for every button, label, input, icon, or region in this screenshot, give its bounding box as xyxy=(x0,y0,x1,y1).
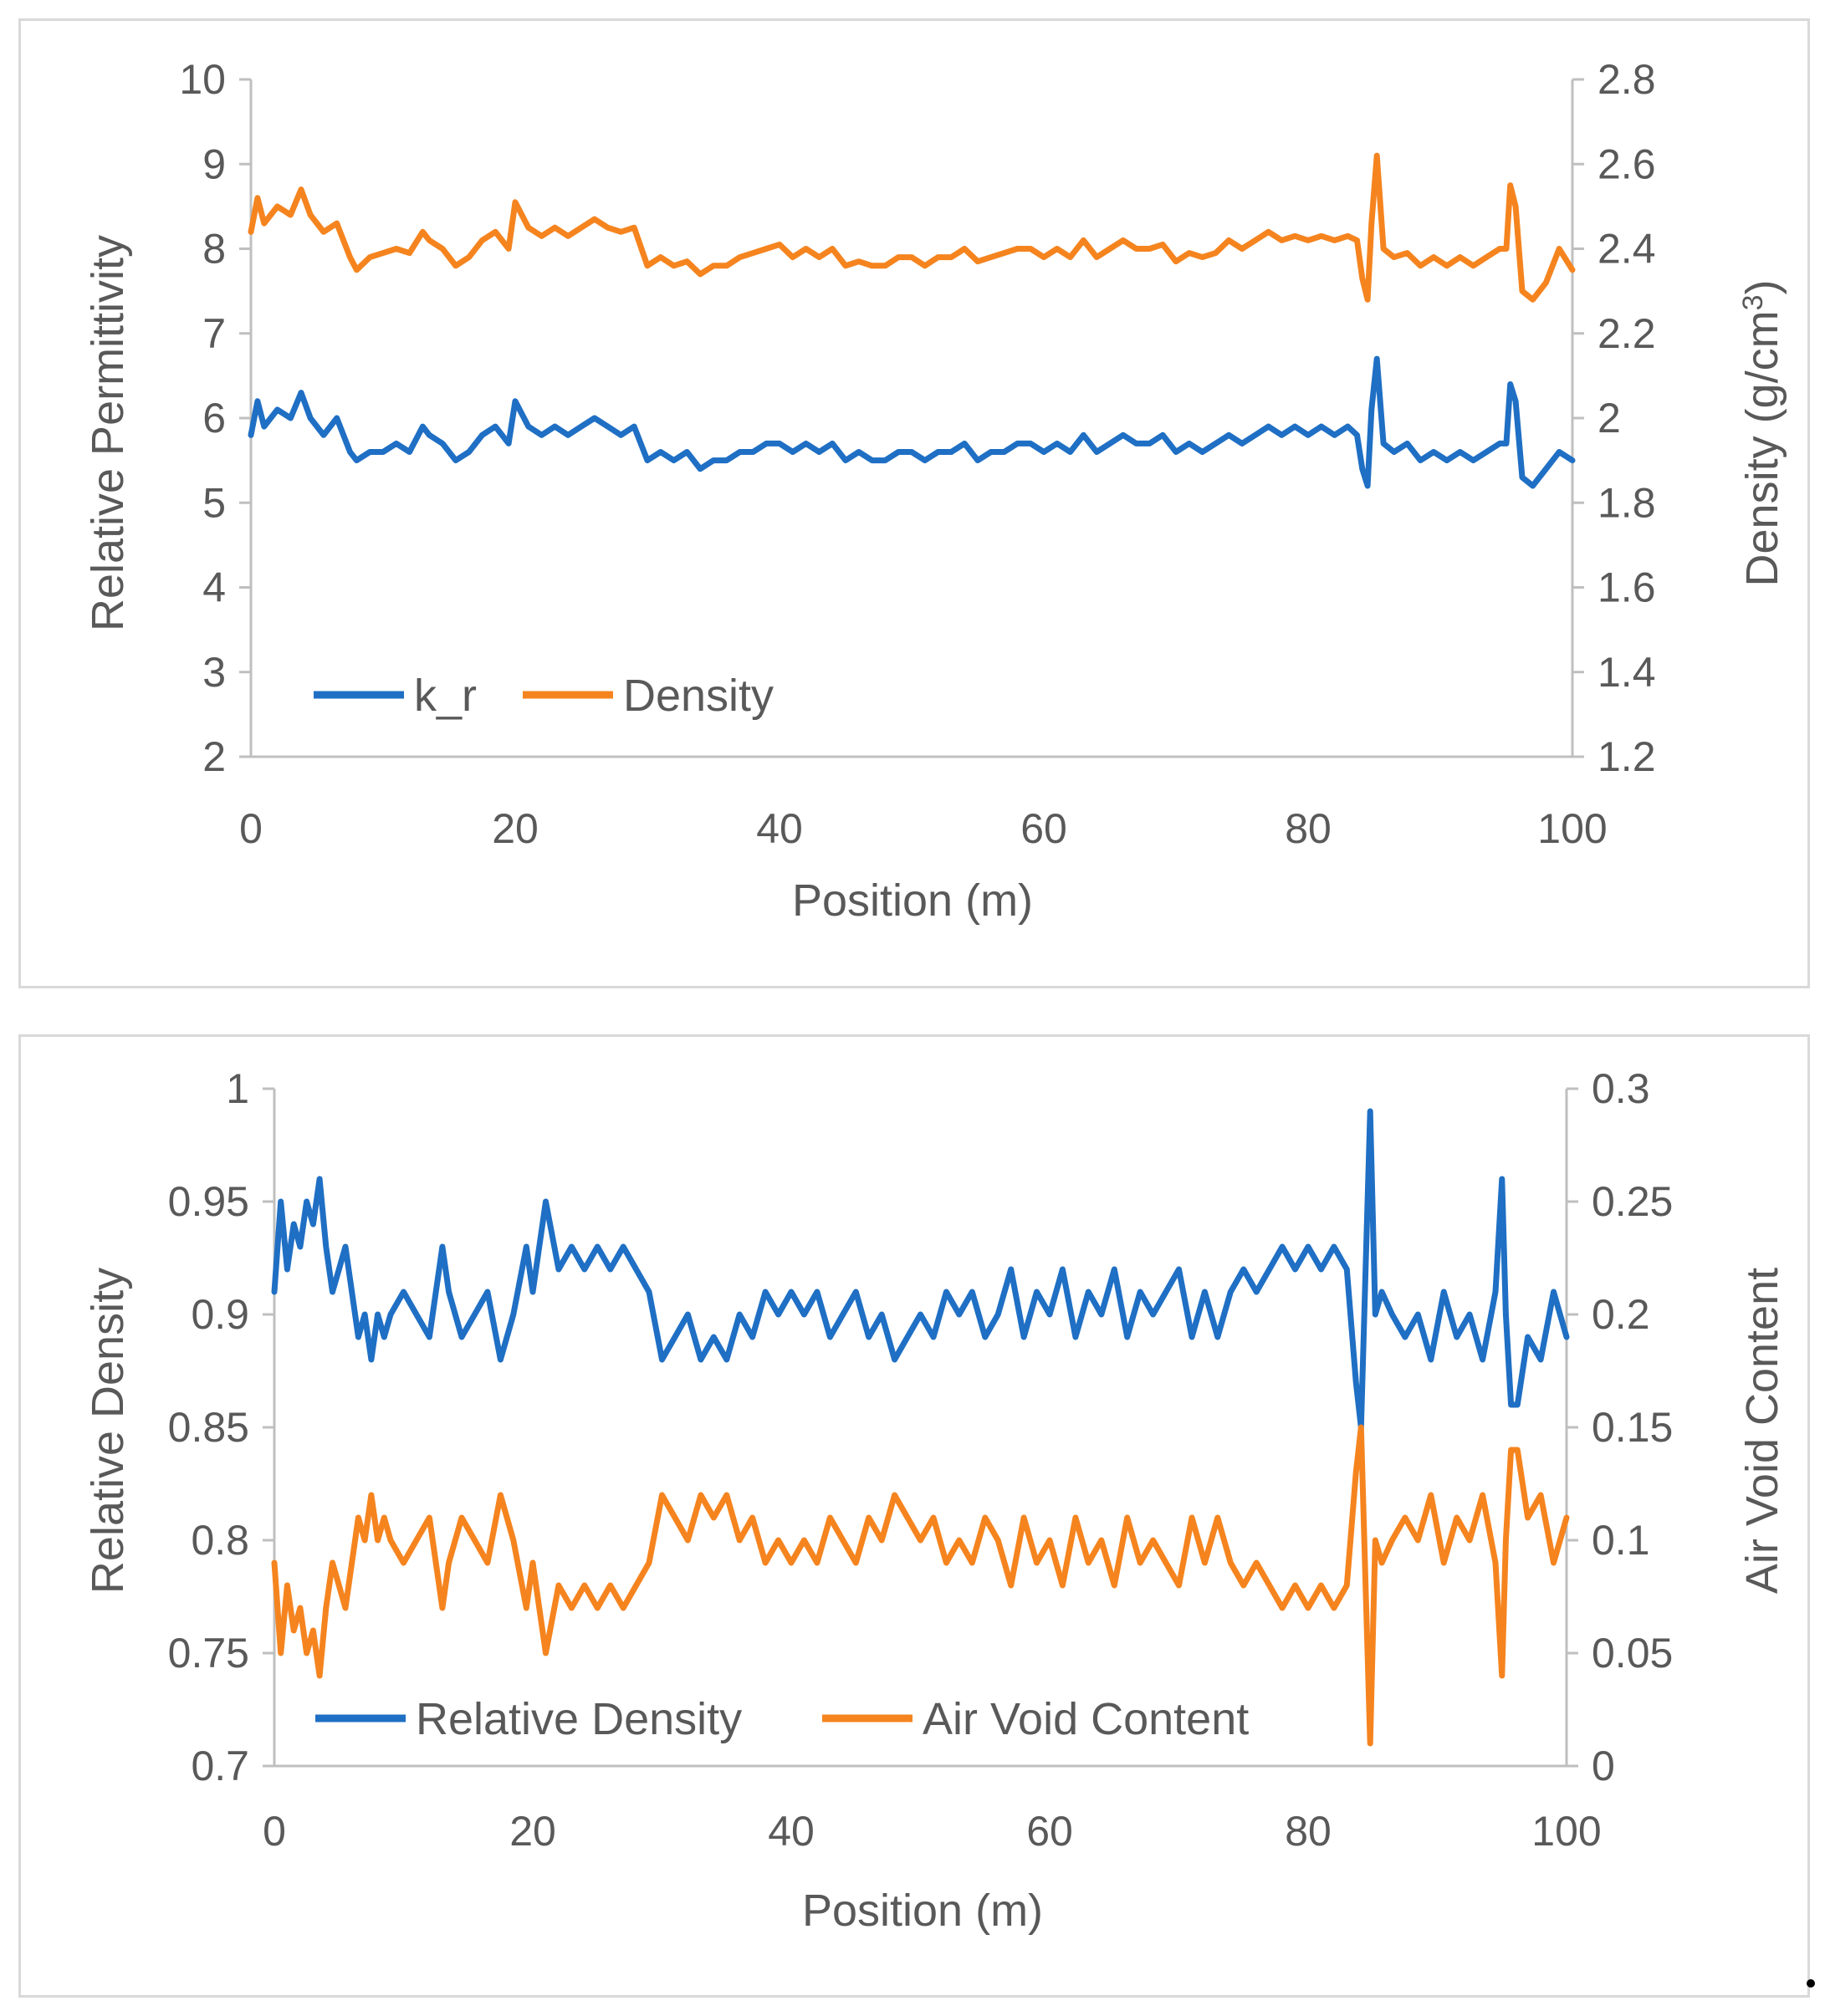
x-tick-label: 20 xyxy=(509,1808,556,1855)
y2-tick-label: 0.05 xyxy=(1592,1630,1673,1677)
x-tick-label: 80 xyxy=(1285,1808,1332,1855)
y-tick-label: 0.75 xyxy=(168,1630,249,1677)
y2-tick-label: 0.25 xyxy=(1592,1178,1673,1225)
legend-label-relative-density: Relative Density xyxy=(416,1694,742,1744)
x-tick-label: 60 xyxy=(1020,805,1067,852)
y2-axis-title-bottom: Air Void Content xyxy=(1737,1268,1787,1594)
chart-panel-bottom: 0.7 0.75 0.8 0.85 0.9 0.95 1 0 0.05 0.1 0.15 0.2 0.2… xyxy=(18,1034,1810,1998)
axes-top: 2 3 4 5 6 7 8 9 10 1.2 1.4 1.6 1.8 2 2.2 2.4 2.6 2.8 0 20 40… xyxy=(179,56,1655,852)
y2-tick-label: 0 xyxy=(1592,1743,1615,1789)
series-line-2 xyxy=(248,152,1576,303)
legend-label-kr: k_r xyxy=(414,671,477,721)
y2-tick-label: 2 xyxy=(1598,395,1621,441)
y-tick-label: 1 xyxy=(226,1065,249,1112)
y2-tick-label: 1.4 xyxy=(1598,649,1656,696)
x-tick-label: 40 xyxy=(768,1808,815,1855)
y2-tick-label: 2.4 xyxy=(1598,226,1656,273)
y-axis-title-bottom: Relative Density xyxy=(83,1268,133,1594)
y-tick-label: 0.8 xyxy=(191,1517,249,1564)
chart-bottom: 0.7 0.75 0.8 0.85 0.9 0.95 1 0 0.05 0.1 0.15 0.2 0.2… xyxy=(83,1065,1787,1936)
y2-tick-label: 0.1 xyxy=(1592,1517,1650,1564)
series-line-2 xyxy=(271,1424,1570,1747)
legend-label-density: Density xyxy=(623,671,774,721)
x-axis-title-bottom: Position (m) xyxy=(802,1886,1043,1936)
y-tick-label: 3 xyxy=(202,649,226,696)
legend-bottom: Relative Density Air Void Content xyxy=(315,1694,1249,1744)
x-tick-label: 0 xyxy=(263,1808,286,1855)
y-tick-label: 0.9 xyxy=(191,1291,249,1338)
stray-period-mark xyxy=(1807,1979,1815,1988)
y-tick-label: 5 xyxy=(202,479,226,526)
legend-top: k_r Density xyxy=(314,671,774,721)
x-axis-title-top: Position (m) xyxy=(792,875,1033,926)
y-tick-label: 6 xyxy=(202,395,226,441)
x-tick-label: 100 xyxy=(1531,1808,1601,1855)
y-axis-title-top: Relative Permittivity xyxy=(83,235,133,631)
y-tick-label: 9 xyxy=(202,140,226,187)
chart-top: 2 3 4 5 6 7 8 9 10 1.2 1.4 1.6 1.8 2 2.2 2.4 2.6 2.8 0 20 40… xyxy=(83,56,1787,926)
x-tick-label: 40 xyxy=(756,805,803,852)
x-tick-label: 60 xyxy=(1026,1808,1073,1855)
y-tick-label: 0.95 xyxy=(168,1178,249,1225)
y2-tick-label: 0.15 xyxy=(1592,1404,1673,1451)
y-tick-label: 4 xyxy=(202,564,226,611)
legend-label-air-void: Air Void Content xyxy=(923,1694,1249,1744)
y2-axis-title-top: Density (g/cm3) xyxy=(1737,280,1787,587)
y-tick-label: 0.7 xyxy=(191,1743,249,1789)
y2-tick-label: 2.2 xyxy=(1598,310,1656,357)
series-bottom xyxy=(271,1108,1570,1747)
series-line-1 xyxy=(248,355,1576,489)
x-tick-label: 20 xyxy=(492,805,539,852)
y-tick-label: 8 xyxy=(202,226,226,273)
y-tick-label: 10 xyxy=(179,56,226,103)
y2-tick-label: 1.6 xyxy=(1598,564,1656,611)
chart-panel-top: 2 3 4 5 6 7 8 9 10 1.2 1.4 1.6 1.8 2 2.2 2.4 2.6 2.8 0 20 40… xyxy=(18,18,1810,988)
y2-tick-label: 0.2 xyxy=(1592,1291,1650,1338)
series-top xyxy=(248,152,1576,489)
y2-tick-label: 2.6 xyxy=(1598,140,1656,187)
y-tick-label: 7 xyxy=(202,310,226,357)
y2-tick-label: 0.3 xyxy=(1592,1065,1650,1112)
y-tick-label: 2 xyxy=(202,733,226,780)
y2-tick-label: 2.8 xyxy=(1598,56,1656,103)
y2-tick-label: 1.2 xyxy=(1598,733,1656,780)
x-tick-label: 0 xyxy=(239,805,263,852)
x-tick-label: 80 xyxy=(1285,805,1332,852)
x-tick-label: 100 xyxy=(1537,805,1607,852)
y2-tick-label: 1.8 xyxy=(1598,479,1656,526)
y-tick-label: 0.85 xyxy=(168,1404,249,1451)
series-line-1 xyxy=(271,1108,1570,1431)
axes-bottom: 0.7 0.75 0.8 0.85 0.9 0.95 1 0 0.05 0.1 0.15 0.2 0.2… xyxy=(168,1065,1674,1855)
